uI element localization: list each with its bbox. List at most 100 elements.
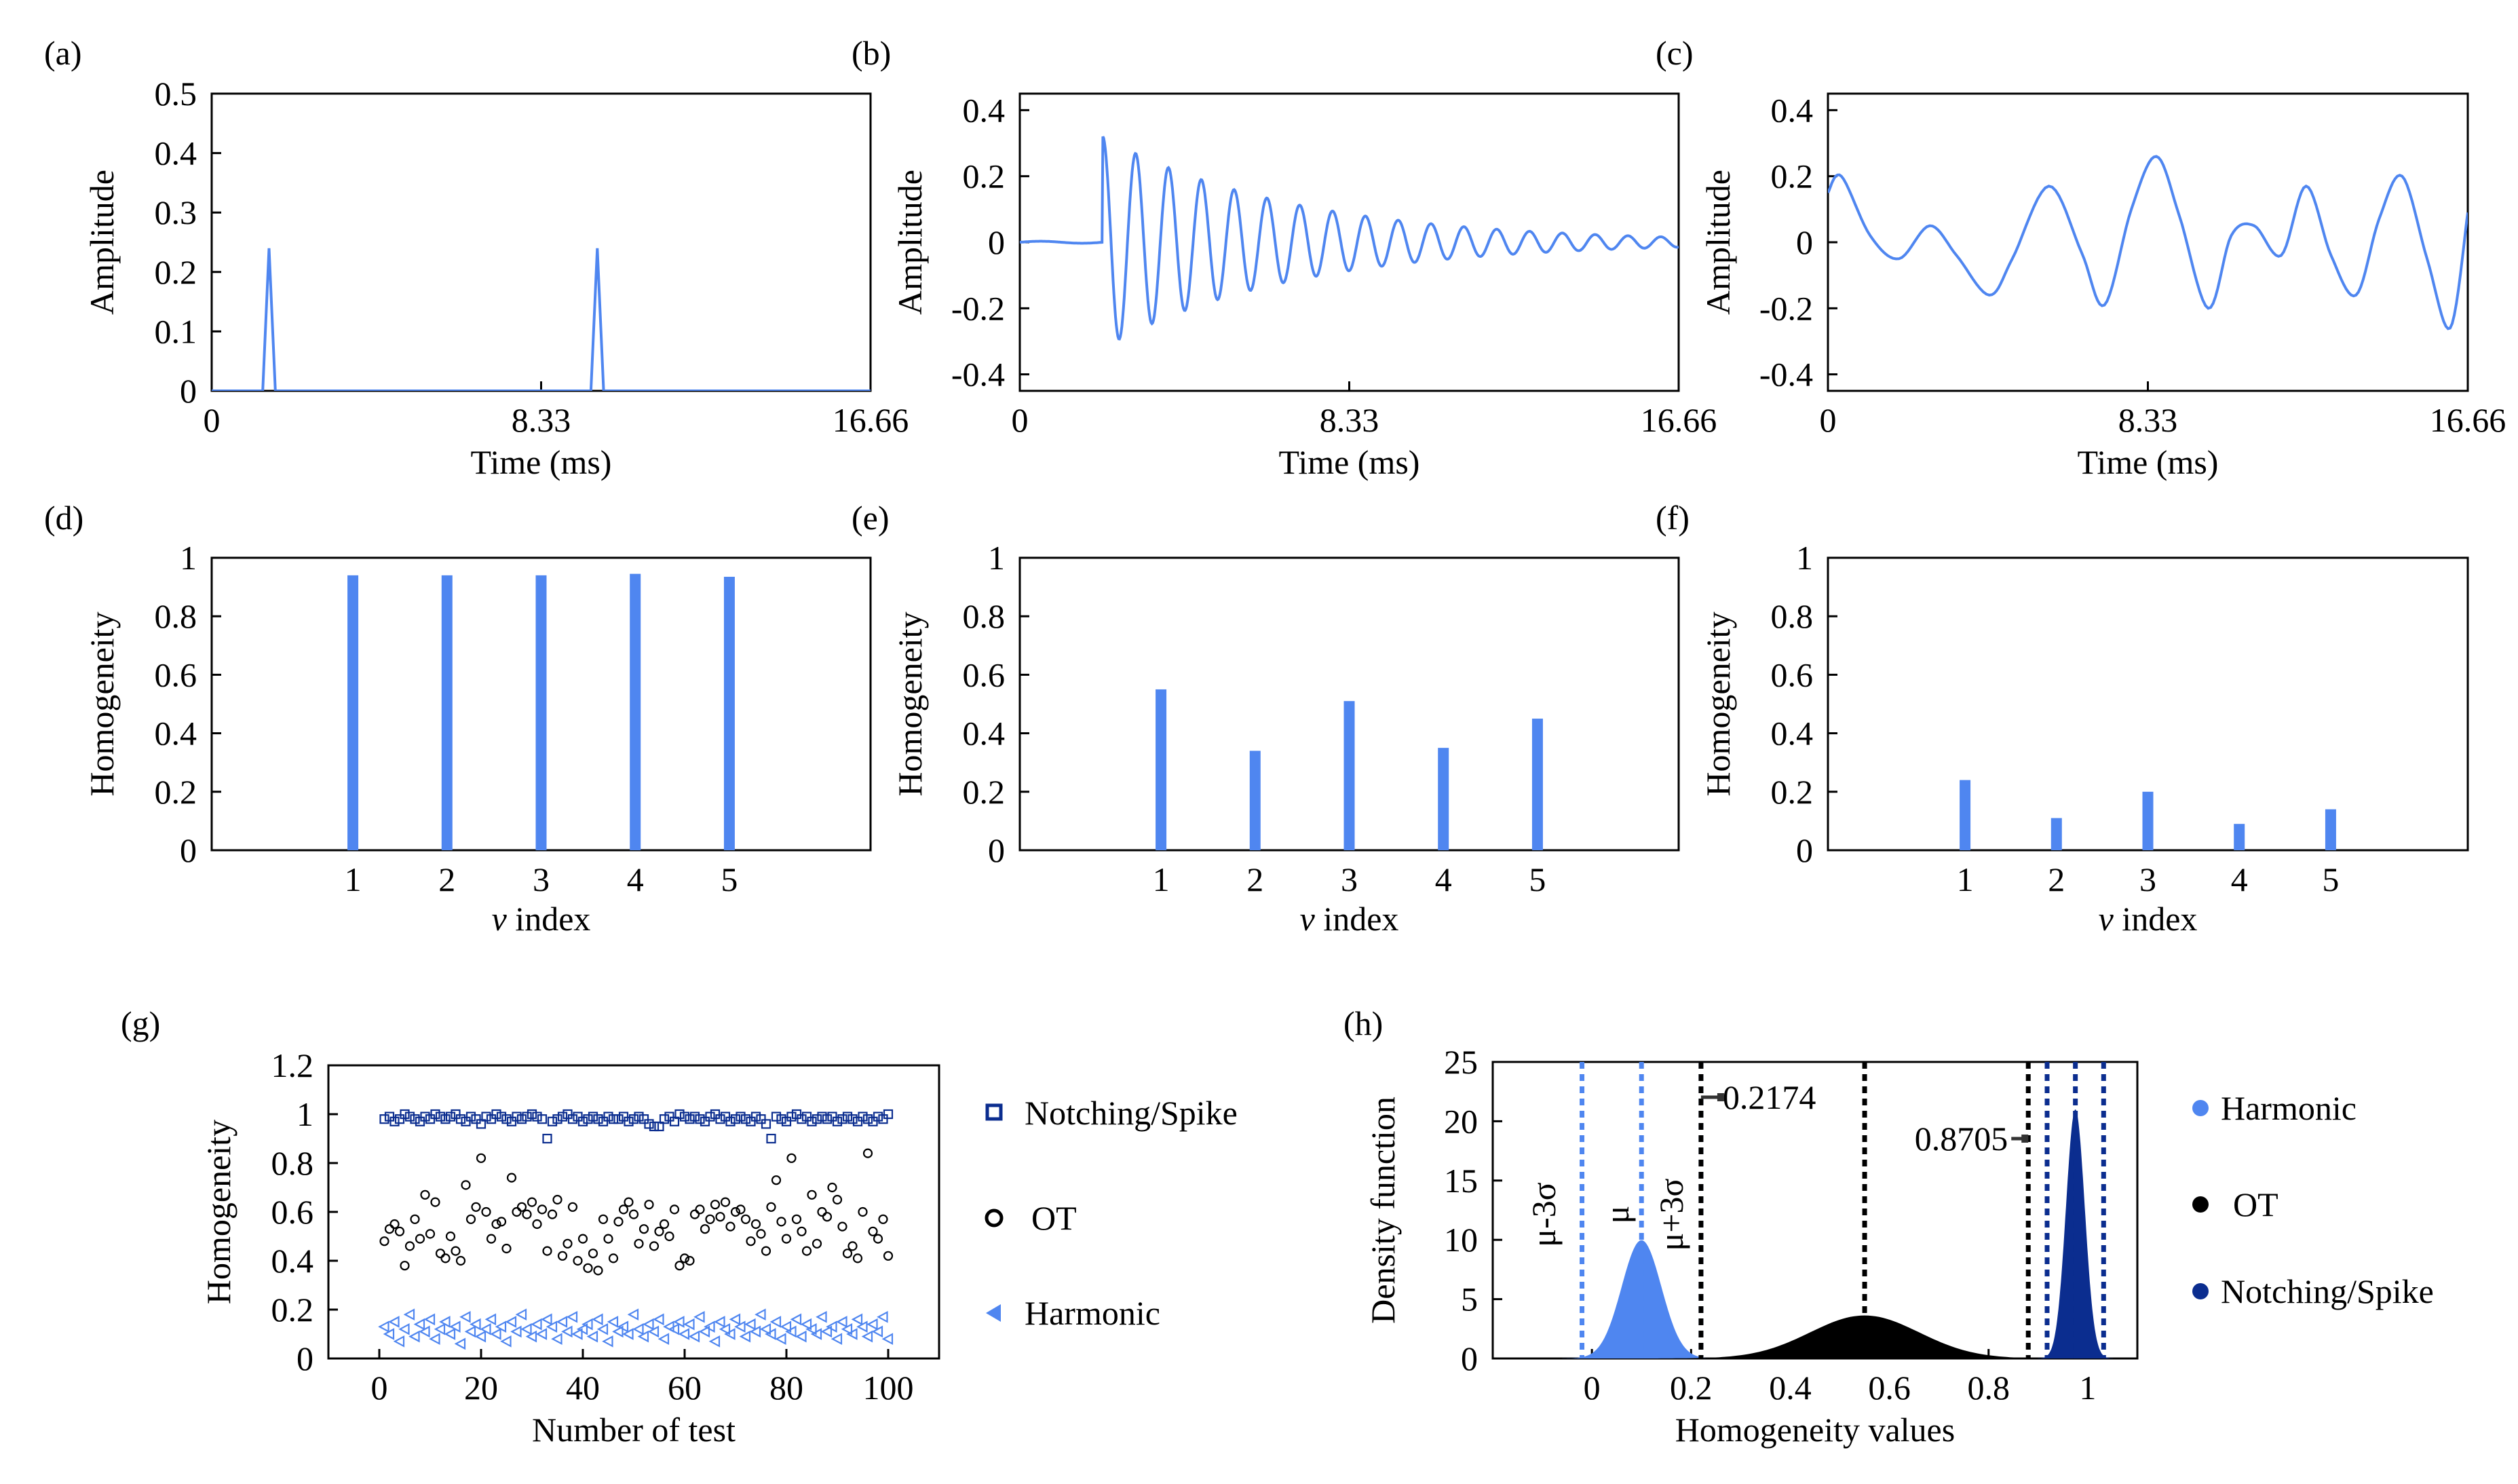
y-tick-label: 5 [1461, 1280, 1478, 1318]
marker-ot [593, 1266, 603, 1276]
marker-notching-spike [486, 1114, 497, 1124]
legend-label: OT [1031, 1199, 1077, 1237]
x-tick-label: 1 [345, 860, 362, 898]
legend-label: OT [2233, 1185, 2278, 1223]
marker-harmonic [841, 1323, 853, 1335]
marker-ot [384, 1224, 395, 1234]
marker-notching-spike [705, 1111, 715, 1122]
marker-ot [461, 1180, 471, 1190]
marker-harmonic [551, 1333, 562, 1346]
marker-notching-spike [476, 1119, 487, 1129]
marker-ot [827, 1182, 837, 1193]
bar [2325, 809, 2336, 850]
bar [441, 575, 453, 850]
marker-harmonic [423, 1313, 436, 1326]
x-tick-label: 2 [1246, 860, 1263, 898]
marker-ot [750, 1219, 761, 1230]
marker-harmonic [704, 1320, 715, 1333]
x-tick-label: 1 [1153, 860, 1170, 898]
marker-harmonic [571, 1328, 583, 1340]
marker-ot [638, 1224, 649, 1234]
chart-panel-b: (b) -0.4 -0.2 0 0.2 0.4 Amplitude 0 8.33 16.66 Tim… [852, 34, 1717, 481]
marker-ot [776, 1217, 786, 1227]
marker-notching-spike [679, 1111, 690, 1122]
x-tick-label: 3 [533, 860, 550, 898]
y-tick-label: 1 [1796, 539, 1813, 577]
bar [1531, 719, 1543, 850]
marker-notching-spike [461, 1116, 471, 1126]
marker-notching-spike [501, 1114, 512, 1124]
marker-notching-spike [608, 1114, 619, 1124]
bar [2142, 791, 2154, 850]
marker-harmonic [877, 1310, 888, 1323]
x-tick-label: 0.4 [1769, 1369, 1812, 1407]
marker-harmonic [454, 1337, 466, 1350]
y-tick-label: 0.4 [271, 1242, 314, 1280]
marker-harmonic [719, 1323, 731, 1335]
marker-harmonic [531, 1318, 542, 1331]
marker-notching-spike [634, 1111, 644, 1122]
bar [2050, 818, 2062, 850]
marker-ot [634, 1238, 644, 1249]
marker-notching-spike [404, 1111, 415, 1122]
marker-ot [705, 1214, 715, 1224]
x-axis-label-italic: v [2099, 900, 2114, 938]
marker-ot [404, 1241, 415, 1251]
marker-ot [674, 1261, 685, 1271]
marker-harmonic [383, 1328, 395, 1340]
marker-notching-spike [644, 1119, 654, 1129]
marker-ot [583, 1263, 593, 1273]
y-tick-label: 0.2 [155, 773, 197, 811]
marker-harmonic [785, 1325, 797, 1338]
marker-notching-spike [700, 1116, 710, 1126]
y-tick-label: 0.4 [1771, 91, 1814, 129]
marker-ot [613, 1217, 624, 1227]
legend-triangle-icon [986, 1304, 1001, 1322]
y-tick-label: 0 [1461, 1339, 1478, 1377]
marker-notching-spike [425, 1114, 436, 1124]
marker-harmonic [505, 1316, 517, 1328]
marker-notching-spike [649, 1121, 660, 1132]
marker-harmonic [637, 1330, 649, 1343]
marker-harmonic [668, 1323, 680, 1335]
marker-notching-spike [512, 1111, 522, 1122]
marker-ot [822, 1212, 833, 1222]
marker-notching-spike [598, 1116, 609, 1126]
marker-notching-spike [715, 1114, 725, 1124]
y-axis-label: Homogeneity [83, 611, 121, 796]
marker-notching-spike [496, 1111, 507, 1122]
marker-notching-spike [837, 1114, 847, 1124]
marker-notching-spike [771, 1111, 782, 1122]
marker-ot [379, 1236, 389, 1247]
marker-ot [695, 1204, 705, 1215]
y-tick-label: 1.2 [271, 1046, 314, 1084]
marker-harmonic [535, 1328, 548, 1340]
marker-ot [425, 1229, 436, 1239]
marker-ot [756, 1229, 766, 1239]
marker-ot [628, 1209, 639, 1219]
marker-notching-spike [776, 1114, 786, 1124]
marker-harmonic [851, 1313, 863, 1326]
x-tick-label: 16.66 [1641, 401, 1717, 439]
marker-harmonic [739, 1330, 751, 1343]
y-tick-label: 20 [1444, 1102, 1478, 1140]
marker-ot [766, 1202, 776, 1212]
marker-notching-spike [593, 1114, 603, 1124]
marker-harmonic [464, 1325, 476, 1338]
marker-harmonic [632, 1323, 644, 1335]
marker-notching-spike [766, 1133, 776, 1144]
legend-dot-icon [2192, 1100, 2209, 1116]
marker-ot [552, 1194, 562, 1205]
y-tick-label: 0 [988, 223, 1005, 261]
marker-notching-spike [445, 1111, 456, 1122]
marker-harmonic [470, 1318, 481, 1331]
x-tick-label: 1 [1957, 860, 1974, 898]
marker-ot [547, 1209, 558, 1219]
marker-ot [807, 1190, 817, 1200]
marker-notching-spike [736, 1111, 746, 1122]
marker-ot [862, 1148, 873, 1158]
marker-ot [608, 1253, 619, 1263]
marker-notching-spike [740, 1114, 751, 1124]
x-axis-label: Time (ms) [471, 443, 612, 481]
marker-harmonic [627, 1308, 639, 1321]
